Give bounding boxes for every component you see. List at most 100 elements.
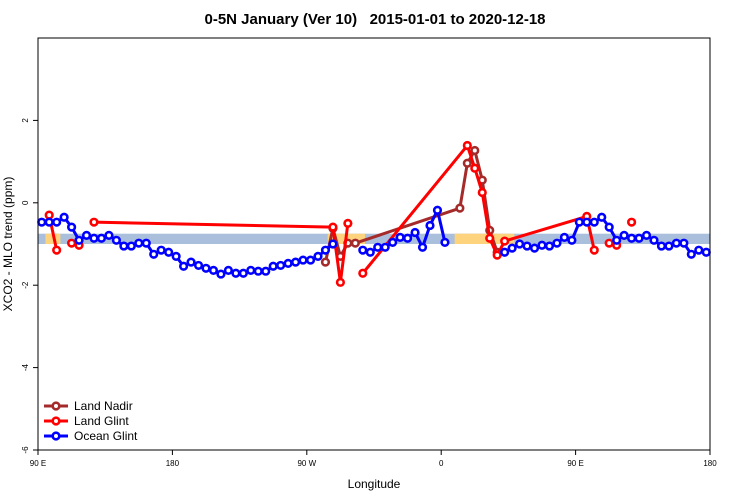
- data-point: [552, 238, 562, 248]
- data-point: [81, 230, 92, 240]
- data-point: [268, 261, 278, 271]
- data-point: [193, 260, 204, 271]
- legend-label: Land Glint: [74, 414, 129, 428]
- data-point: [276, 260, 286, 271]
- data-point: [126, 241, 136, 251]
- data-point: [403, 233, 413, 243]
- legend-swatch-marker: [51, 431, 61, 441]
- x-tick-label: 90 E: [567, 459, 583, 468]
- data-point: [208, 265, 219, 275]
- data-point: [417, 242, 428, 252]
- data-point: [231, 268, 241, 278]
- y-tick-label: 2: [21, 118, 30, 123]
- data-point: [529, 243, 540, 253]
- data-point: [671, 238, 682, 248]
- data-point: [216, 269, 226, 279]
- data-point: [679, 238, 689, 248]
- data-point: [485, 233, 495, 243]
- data-point: [470, 145, 480, 156]
- data-point: [320, 257, 331, 267]
- data-point: [567, 235, 577, 245]
- data-point: [462, 140, 472, 151]
- data-point: [612, 235, 622, 245]
- data-point: [343, 218, 353, 228]
- data-point: [634, 233, 644, 243]
- data-point: [604, 238, 614, 248]
- data-point: [238, 268, 248, 278]
- data-point: [626, 217, 637, 227]
- data-point: [141, 238, 151, 248]
- data-point: [582, 217, 592, 227]
- data-point: [119, 241, 129, 251]
- data-point: [492, 250, 502, 260]
- data-point: [604, 222, 614, 232]
- data-point: [134, 238, 144, 248]
- data-point: [537, 240, 547, 250]
- data-point: [425, 220, 435, 231]
- data-point: [59, 212, 69, 222]
- data-point: [380, 242, 390, 252]
- data-point: [440, 237, 450, 247]
- x-tick-label: 90 E: [30, 459, 46, 468]
- x-tick-label: 180: [166, 459, 180, 468]
- data-point: [641, 230, 652, 240]
- data-point: [597, 212, 607, 222]
- data-point: [686, 249, 696, 259]
- data-point: [149, 249, 159, 259]
- data-point: [395, 232, 405, 243]
- land-band: [454, 233, 515, 244]
- data-point: [500, 247, 510, 257]
- x-tick-label: 180: [703, 459, 717, 468]
- plot-frame: [37, 37, 711, 451]
- data-point: [37, 217, 47, 227]
- data-point: [66, 222, 77, 232]
- data-point: [74, 235, 84, 245]
- data-point: [522, 241, 532, 251]
- data-point: [89, 217, 99, 227]
- data-point: [544, 241, 555, 251]
- data-point: [358, 268, 368, 278]
- data-point: [694, 245, 704, 255]
- x-tick-label: 0: [439, 459, 444, 468]
- data-point: [388, 237, 398, 247]
- legend-label: Ocean Glint: [74, 429, 138, 443]
- data-point: [432, 205, 443, 215]
- data-point: [574, 217, 584, 227]
- data-point: [410, 227, 420, 238]
- data-point: [462, 158, 472, 168]
- data-point: [171, 251, 181, 261]
- y-tick-label: 0: [21, 200, 30, 205]
- data-point: [298, 255, 308, 265]
- data-point: [373, 242, 383, 252]
- data-point: [328, 222, 338, 232]
- legend-label: Land Nadir: [74, 399, 133, 413]
- data-point: [44, 217, 54, 227]
- y-tick-label: -4: [21, 363, 30, 371]
- data-point: [365, 247, 375, 257]
- data-point: [313, 251, 323, 261]
- data-point: [649, 235, 659, 245]
- data-point: [44, 210, 54, 220]
- data-point: [507, 243, 517, 253]
- data-point: [589, 217, 599, 227]
- data-point: [156, 245, 166, 255]
- data-point: [589, 245, 599, 255]
- reference-band: [38, 233, 710, 244]
- data-point: [305, 255, 316, 265]
- data-point: [619, 230, 629, 240]
- y-tick-label: -2: [21, 281, 30, 289]
- data-point: [358, 245, 368, 255]
- plot-layer: [37, 140, 711, 287]
- data-point: [477, 187, 487, 198]
- data-point: [291, 257, 301, 267]
- data-point: [283, 258, 293, 268]
- data-point: [514, 239, 525, 249]
- data-point: [223, 265, 233, 275]
- data-point: [328, 239, 338, 249]
- legend-swatch-marker: [51, 416, 61, 426]
- data-point: [335, 277, 346, 287]
- data-point: [559, 232, 570, 243]
- data-point: [66, 238, 77, 248]
